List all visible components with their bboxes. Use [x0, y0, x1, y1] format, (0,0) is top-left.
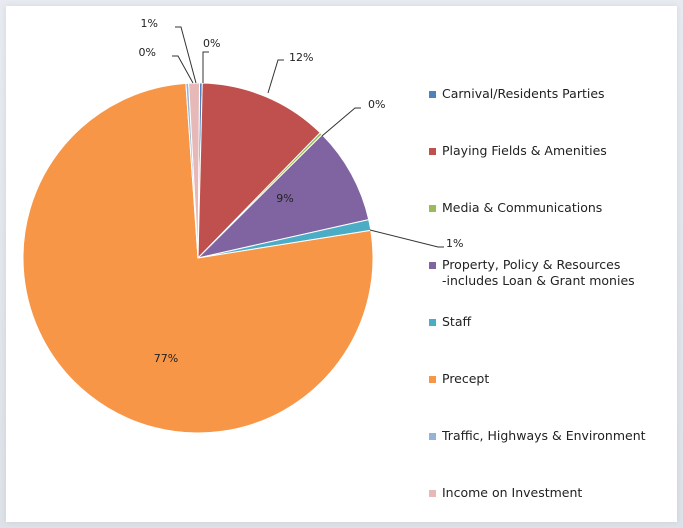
legend-label-6: Traffic, Highways & Environment: [442, 428, 646, 443]
legend-swatch-5: [429, 376, 436, 383]
legend-label-2: Media & Communications: [442, 200, 603, 215]
legend-item-2: Media & Communications: [429, 200, 602, 216]
data-label-0: 0%: [203, 37, 220, 50]
legend-item-1: Playing Fields & Amenities: [429, 143, 607, 159]
leader-line-7: [175, 26, 197, 84]
leader-line-1: [267, 59, 284, 94]
legend-swatch-1: [429, 148, 436, 155]
data-label-5: 77%: [154, 352, 178, 365]
data-label-1: 12%: [289, 51, 313, 64]
legend-label-7: Income on Investment: [442, 485, 583, 500]
leader-line-6: [172, 55, 194, 84]
data-label-4: 1%: [446, 237, 463, 250]
legend-item-4: Staff: [429, 314, 471, 330]
legend-swatch-0: [429, 91, 436, 98]
pie-slice-5: [22, 82, 374, 434]
pie-slice-1: [197, 82, 321, 260]
leader-line-0: [202, 51, 209, 83]
legend-label-4: Staff: [442, 314, 472, 329]
legend-swatch-6: [429, 433, 436, 440]
leader-line-4: [369, 229, 444, 248]
data-label-2: 0%: [368, 98, 385, 111]
data-label-6: 0%: [139, 46, 156, 59]
legend-label-3: Property, Policy & Resources -includes L…: [442, 257, 635, 288]
legend-swatch-3: [429, 262, 436, 269]
legend-swatch-7: [429, 490, 436, 497]
legend-label-0: Carnival/Residents Parties: [442, 86, 605, 101]
legend-label-1: Playing Fields & Amenities: [442, 143, 607, 158]
data-label-7: 1%: [141, 17, 158, 30]
legend-item-6: Traffic, Highways & Environment: [429, 428, 646, 444]
legend-swatch-2: [429, 205, 436, 212]
legend-item-0: Carnival/Residents Parties: [429, 86, 605, 102]
pie-slice-3: [196, 133, 370, 259]
pie-slice-7: [188, 82, 201, 259]
legend-item-3: Property, Policy & Resources -includes L…: [429, 257, 635, 289]
leader-line-2: [321, 107, 361, 137]
data-label-3: 9%: [276, 192, 293, 205]
legend-item-7: Income on Investment: [429, 485, 582, 501]
legend-label-5: Precept: [442, 371, 490, 386]
legend-swatch-4: [429, 319, 436, 326]
legend-item-5: Precept: [429, 371, 489, 387]
